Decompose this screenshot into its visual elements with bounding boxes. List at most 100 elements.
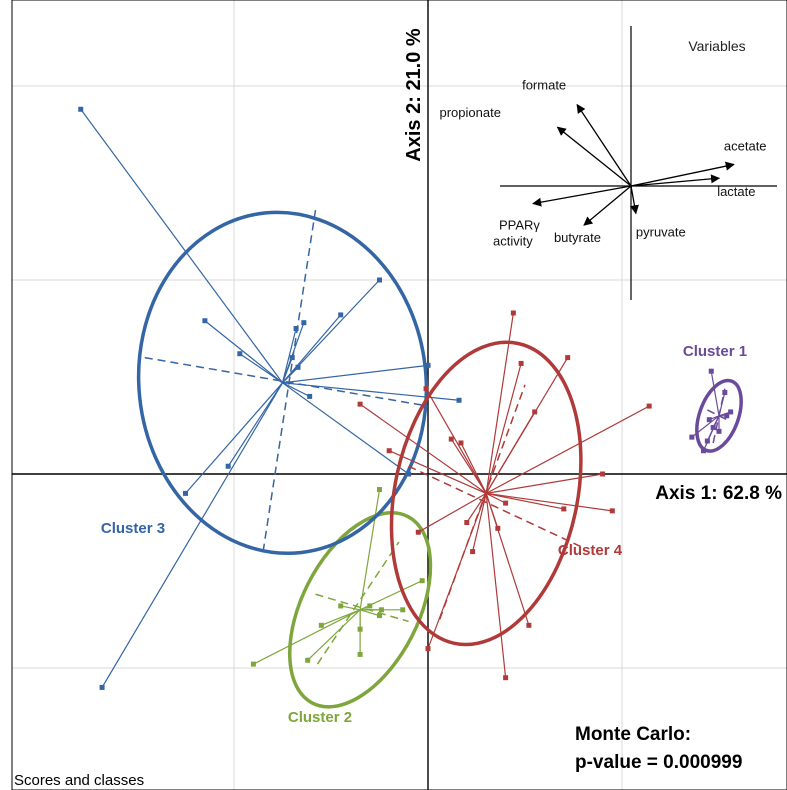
cluster-1-point — [708, 368, 714, 374]
cluster-4-point — [565, 355, 571, 361]
clusters: Cluster 1 Cluster 2 Cluster 3 Cluster 4 — [78, 106, 747, 726]
cluster-4-point — [464, 520, 470, 525]
variable-ppar-label: PPARγ — [499, 218, 540, 233]
cluster-3-star-line — [101, 382, 284, 688]
variable-acetate-label: acetate — [724, 138, 767, 153]
panel-label: Scores and classes — [14, 772, 144, 789]
variable-pyruvate-arrow — [629, 185, 639, 215]
cluster-1-label: Cluster 1 — [683, 343, 747, 360]
cluster-4-star-line — [418, 492, 487, 533]
cluster-4-ellipse-axis — [408, 465, 584, 549]
cluster-4-point — [561, 506, 567, 512]
cluster-3-point — [425, 362, 431, 368]
cluster-2-ellipse-axis — [316, 541, 400, 665]
cluster-3-ellipse — [136, 210, 429, 556]
cluster-3-point — [301, 320, 307, 326]
cluster-2-point — [357, 626, 363, 632]
cluster-2-point — [367, 603, 373, 609]
cluster-3-label: Cluster 3 — [101, 520, 165, 537]
cluster-4-point — [470, 549, 476, 555]
main-axes — [12, 0, 787, 790]
cluster-1-point — [689, 434, 695, 440]
cluster-4-point — [646, 403, 652, 409]
cluster-2-point — [378, 607, 384, 613]
cluster-3-point — [99, 684, 105, 690]
cluster-4-point — [503, 675, 509, 681]
cluster-2-point — [250, 661, 256, 667]
cluster-4-star-line — [485, 493, 507, 678]
cluster-2-star-line — [359, 489, 381, 610]
cluster-3-ellipse-axis — [262, 210, 317, 552]
variable-acetate-arrow — [630, 161, 735, 187]
cluster-2-star-line — [359, 609, 380, 617]
cluster-4-point — [357, 401, 363, 407]
cluster-1-point — [716, 428, 722, 434]
axis-1-label: Axis 1: 62.8 % — [655, 483, 782, 504]
cluster-4-star-line — [388, 450, 487, 494]
cluster-4-star-line — [485, 312, 514, 494]
cluster-4-point — [526, 622, 532, 628]
cluster-3 — [78, 106, 462, 690]
cluster-2-point — [419, 578, 425, 584]
cluster-4-ellipse — [389, 340, 583, 647]
cluster-4-star-line — [466, 493, 487, 523]
cluster-3-star-line — [281, 357, 293, 384]
cluster-1-point — [722, 390, 728, 396]
cluster-3-star-line — [80, 108, 283, 384]
cluster-4-label: Cluster 4 — [558, 542, 623, 559]
cluster-1-star-line — [710, 371, 720, 416]
cluster-4 — [357, 310, 652, 681]
cluster-4-star-line — [485, 492, 506, 504]
variables-title: Variables — [688, 38, 745, 54]
cluster-4-star-line — [485, 405, 650, 494]
cluster-3-star-line — [239, 353, 283, 384]
cluster-3-point — [202, 318, 208, 324]
cluster-3-ellipse-axis — [144, 356, 429, 407]
cluster-2-point — [400, 607, 406, 613]
cluster-2-point — [305, 657, 311, 663]
cluster-2-star-line — [253, 609, 361, 665]
cluster-3-star-line — [282, 382, 409, 475]
cluster-3-star-line — [204, 320, 283, 384]
variable-propionate-label: propionate — [440, 105, 501, 120]
cluster-4-star-line — [460, 442, 487, 494]
variable-butyrate-label: butyrate — [554, 230, 601, 245]
cluster-1-point — [728, 409, 734, 415]
cluster-1-ellipse-axis — [707, 409, 731, 423]
cluster-3-point — [377, 277, 382, 283]
cluster-2-point — [338, 603, 344, 609]
cluster-4-star-line — [485, 493, 499, 529]
cluster-4-star-line — [486, 492, 564, 510]
variable-ppar-label-line2: activity — [493, 234, 533, 249]
cluster-3-point — [78, 106, 84, 112]
axis-2-label: Axis 2: 21.0 % — [403, 28, 425, 162]
monte-carlo-p-value: p-value = 0.000999 — [575, 752, 742, 773]
cluster-4-point — [609, 508, 615, 514]
cluster-4-point — [458, 440, 464, 446]
cluster-1 — [689, 368, 743, 454]
cluster-4-point — [495, 525, 501, 531]
cluster-3-star-line — [282, 279, 380, 384]
cluster-2-star-line — [340, 605, 361, 611]
cluster-4-point — [518, 360, 524, 366]
variable-pyruvate-label: pyruvate — [636, 224, 686, 239]
variable-ppar-arrow — [532, 185, 632, 207]
cluster-1-point — [706, 417, 712, 423]
cluster-4-point — [423, 386, 429, 392]
cluster-4-point — [386, 448, 392, 454]
cluster-4-ellipse-axis — [438, 384, 526, 620]
cluster-3-point — [293, 326, 299, 331]
cluster-4-star-line — [485, 363, 522, 494]
cluster-2-point — [377, 487, 382, 493]
cluster-4-star-line — [472, 493, 487, 552]
cluster-4-star-line — [486, 492, 613, 512]
cluster-4-point — [415, 529, 421, 535]
cluster-2-point — [357, 651, 363, 657]
cluster-3-star-line — [282, 314, 342, 384]
cluster-3-point — [237, 351, 243, 357]
cluster-2-label: Cluster 2 — [288, 709, 352, 726]
cluster-3-point — [225, 463, 231, 469]
cluster-3-point — [307, 393, 313, 399]
cluster-4-star-line — [359, 403, 487, 494]
